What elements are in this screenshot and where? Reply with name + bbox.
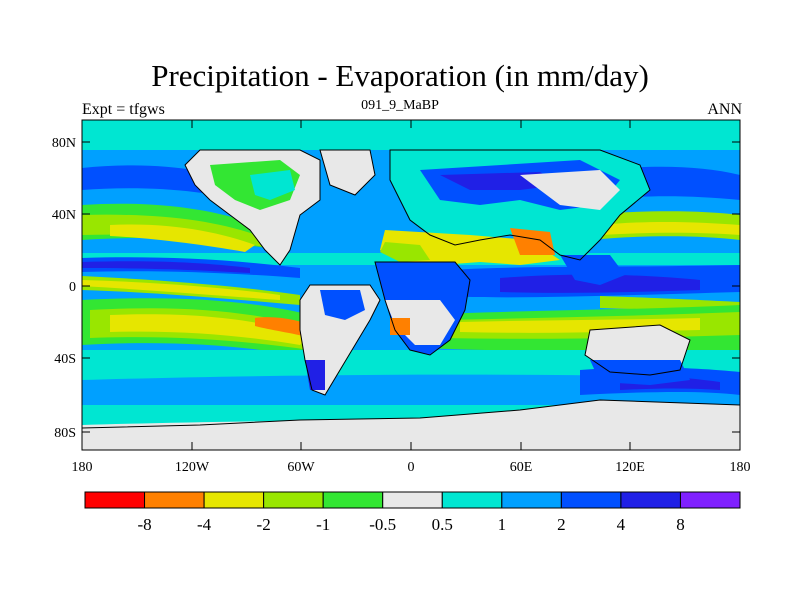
map-title: Precipitation - Evaporation (in mm/day) xyxy=(151,58,649,93)
colorbar-swatch xyxy=(144,491,205,509)
colorbar-swatch xyxy=(203,491,265,509)
lat-tick-label: 80S xyxy=(54,426,76,441)
lat-tick-label: 0 xyxy=(69,280,76,295)
colorbar-swatch xyxy=(84,491,146,509)
colorbar-swatch xyxy=(501,491,562,509)
lat-axis: 80N 40N 0 40S 80S xyxy=(52,136,740,441)
colorbar-swatch xyxy=(263,491,324,509)
colorbar-swatch xyxy=(441,491,503,509)
colorbar-label: -4 xyxy=(197,515,212,534)
colorbar: -8 -4 -2 -1 -0.5 0.5 1 2 4 8 xyxy=(84,491,741,534)
colorbar-swatch xyxy=(382,491,443,509)
lon-tick-label: 120E xyxy=(615,460,645,475)
colorbar-swatch xyxy=(322,491,384,509)
colorbar-label: -8 xyxy=(137,515,151,534)
colorbar-label: -0.5 xyxy=(369,515,396,534)
experiment-label: Expt = tfgws xyxy=(82,101,165,118)
lat-tick-label: 40N xyxy=(52,208,76,223)
colorbar-label: 4 xyxy=(617,515,626,534)
coastlines xyxy=(82,149,740,429)
colorbar-label: 2 xyxy=(557,515,566,534)
lat-tick-label: 80N xyxy=(52,136,76,151)
colorbar-label: -1 xyxy=(316,515,330,534)
age-label: 091_9_MaBP xyxy=(361,98,439,113)
colorbar-label: -2 xyxy=(257,515,271,534)
lon-tick-label: 180 xyxy=(72,460,93,475)
colorbar-label: 1 xyxy=(498,515,507,534)
lon-tick-label: 120W xyxy=(175,460,210,475)
colorbar-swatch xyxy=(679,491,741,509)
colorbar-label: 0.5 xyxy=(432,515,453,534)
colorbar-swatch xyxy=(620,491,681,509)
lon-tick-label: 180 xyxy=(730,460,751,475)
colorbar-swatch xyxy=(560,491,622,509)
season-label: ANN xyxy=(707,101,742,118)
lon-tick-label: 0 xyxy=(408,460,415,475)
lon-tick-label: 60W xyxy=(287,460,315,475)
lon-axis: 180 120W 60W 0 60E 120E 180 xyxy=(72,120,751,475)
colorbar-label: 8 xyxy=(676,515,685,534)
lon-tick-label: 60E xyxy=(510,460,533,475)
lat-tick-label: 40S xyxy=(54,352,76,367)
